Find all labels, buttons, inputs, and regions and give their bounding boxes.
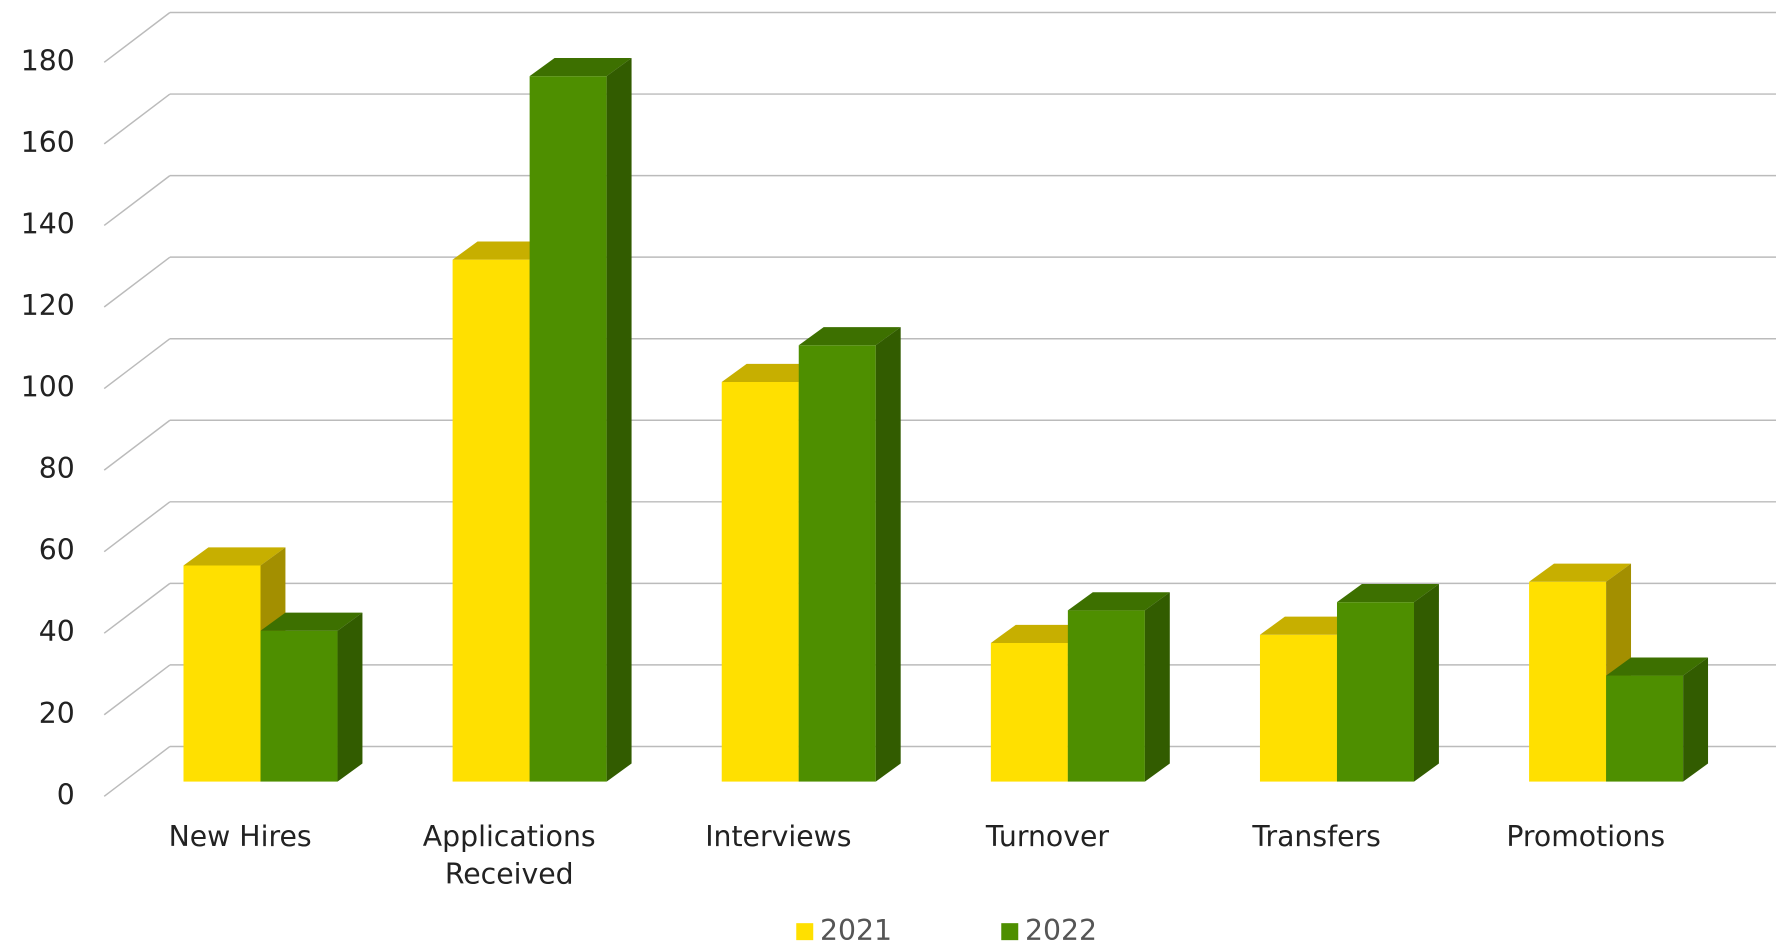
bar-top [1259, 616, 1362, 635]
y-tick-label: 60 [39, 534, 75, 567]
bar [529, 58, 632, 782]
grid-line-side [103, 664, 171, 716]
bar-front [1606, 675, 1684, 782]
bar-side [1683, 657, 1709, 782]
bar-top [798, 327, 901, 346]
bar-top [529, 58, 632, 77]
bar-front [1259, 634, 1337, 782]
x-tick-label-line: Received [445, 858, 574, 891]
legend-label: 2021 [820, 914, 892, 947]
bar-top [1529, 563, 1632, 582]
grid-line-side [103, 338, 171, 390]
bar-front [798, 345, 876, 782]
legend-label: 2022 [1025, 914, 1097, 947]
bar [260, 612, 363, 782]
y-tick-label: 0 [57, 778, 75, 811]
bar-top [990, 624, 1093, 643]
y-tick-label: 20 [39, 697, 75, 730]
grid-line-side [103, 419, 171, 471]
grid-line-side [103, 501, 171, 553]
bar-front [1529, 581, 1607, 782]
bar-side [1414, 584, 1439, 782]
bar-top [1067, 592, 1170, 611]
bar-top [260, 612, 363, 631]
grid-line-side [103, 93, 171, 145]
x-tick-label: Interviews [705, 820, 851, 853]
bar-front [452, 259, 530, 782]
bar [1067, 592, 1170, 782]
bar-side [337, 612, 363, 782]
y-tick-label: 40 [39, 615, 75, 648]
bar-front [1067, 610, 1145, 782]
y-tick-label: 80 [39, 452, 75, 485]
legend-swatch [1001, 923, 1019, 941]
bar-top [452, 241, 555, 260]
y-tick-label: 160 [21, 126, 75, 159]
bar-front [721, 381, 799, 782]
x-tick-label: Turnover [985, 820, 1109, 853]
grid-line-side [103, 745, 171, 797]
bar-side [1144, 592, 1170, 782]
bar-side [606, 58, 632, 782]
x-tick-label-line: Applications [423, 820, 596, 853]
bar-top [1606, 657, 1709, 676]
legend-swatch [796, 923, 814, 941]
bar-front [183, 565, 261, 782]
x-tick-label: Applications Received [423, 820, 596, 890]
bar-front [260, 630, 338, 782]
bar-front [990, 642, 1068, 782]
x-tick-label: Transfers [1251, 820, 1381, 853]
y-tick-label: 100 [21, 371, 75, 404]
grid-line-side [103, 582, 171, 634]
bar-front [1336, 602, 1415, 782]
y-tick-label: 140 [21, 207, 75, 240]
bar [1336, 584, 1439, 782]
y-tick-label: 180 [21, 44, 75, 77]
bar [798, 327, 901, 782]
grid-line-side [103, 175, 171, 227]
bar-side [875, 327, 901, 782]
bar-front [529, 76, 607, 782]
bar-top [183, 547, 286, 566]
bar-top [721, 363, 824, 382]
bar-top [1336, 584, 1439, 603]
bar [1606, 657, 1709, 782]
grid-line-side [103, 256, 171, 308]
grid-line-side [103, 11, 171, 63]
y-tick-label: 120 [21, 289, 75, 322]
x-tick-label: New Hires [169, 820, 312, 853]
x-tick-label: Promotions [1506, 820, 1665, 853]
